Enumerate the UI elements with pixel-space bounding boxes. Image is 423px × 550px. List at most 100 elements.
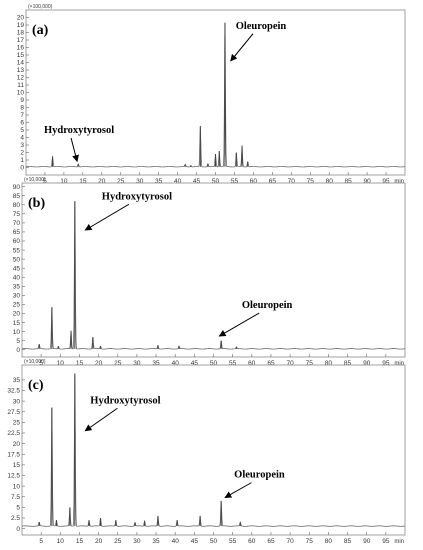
x-tick-label: 25 <box>114 360 122 367</box>
y-tick-label: 15 <box>13 320 21 327</box>
x-tick-label: 5 <box>39 360 43 367</box>
y-tick-label: 12.5 <box>7 473 20 480</box>
y-tick-label: 6 <box>20 120 24 127</box>
y-tick-label: 2.5 <box>11 515 20 522</box>
x-tick-label: 40 <box>172 360 180 367</box>
x-tick-label: 60 <box>248 538 256 545</box>
x-unit-label: min <box>394 361 404 367</box>
x-tick-label: 10 <box>60 178 68 185</box>
y-tick-label: 2 <box>20 150 24 157</box>
y-tick-label: 20 <box>13 441 21 448</box>
y-tick-label: 30 <box>13 293 21 300</box>
y-tick-label: 1 <box>20 157 24 164</box>
annotation-arrow <box>224 482 252 499</box>
y-tick-label: 35 <box>13 284 21 291</box>
peak-annotation-label: Oleuropein <box>236 21 287 32</box>
chart-panel-2: 0 5 10 15 20 25 30 35 40 45 50 55 60 65 70 75 80 85 90 5 10 1… <box>13 177 406 367</box>
y-tick-label: 22.5 <box>7 430 20 437</box>
x-unit-label: min <box>394 179 404 185</box>
y-tick-label: 5 <box>16 338 20 345</box>
y-tick-label: 10 <box>13 483 21 490</box>
x-tick-label: 80 <box>325 538 333 545</box>
y-tick-label: 85 <box>13 193 21 200</box>
x-tick-label: 35 <box>152 360 160 367</box>
y-tick-label: 14 <box>17 60 25 67</box>
plot-frame <box>25 9 406 176</box>
peak-annotation-label: Oleuropein <box>234 470 285 481</box>
y-tick-label: 40 <box>13 274 21 281</box>
y-tick-label: 5 <box>20 127 24 134</box>
panel-label: (a) <box>32 23 49 38</box>
y-tick-label: 0 <box>16 347 20 354</box>
x-tick-label: 60 <box>250 178 258 185</box>
plot-frame <box>21 364 406 536</box>
x-tick-label: 50 <box>212 178 220 185</box>
x-tick-label: 30 <box>136 178 144 185</box>
x-tick-label: 15 <box>76 360 84 367</box>
y-tick-label: 7.5 <box>11 494 20 501</box>
x-tick-label: 45 <box>191 360 199 367</box>
y-tick-label: 18 <box>17 30 25 37</box>
y-tick-label: 25 <box>13 420 21 427</box>
y-tick-label: 10 <box>17 90 25 97</box>
x-tick-label: 5 <box>39 538 43 545</box>
y-tick-label: 17 <box>17 37 25 44</box>
x-tick-label: 35 <box>152 538 160 545</box>
x-tick-label: 80 <box>325 360 333 367</box>
y-tick-label: 4 <box>20 135 24 142</box>
chromatogram-trace <box>25 35 406 168</box>
y-tick-label: 19 <box>17 22 25 29</box>
x-tick-label: 75 <box>307 178 315 185</box>
panel-label: (b) <box>28 196 45 211</box>
x-tick-label: 85 <box>345 178 353 185</box>
chart-panel-3: 0 2.5 5 7.5 10 12.5 15 17.5 20 22.5 25 27.5 30 32.5 35… <box>7 359 406 545</box>
x-tick-label: 20 <box>95 538 103 545</box>
y-tick-label: 60 <box>13 238 21 245</box>
x-tick-label: 50 <box>210 538 218 545</box>
x-tick-label: 90 <box>363 178 371 185</box>
x-tick-label: 55 <box>229 538 237 545</box>
y-tick-label: 13 <box>17 67 25 74</box>
x-tick-label: 20 <box>98 178 106 185</box>
y-tick-label: 8 <box>20 105 24 112</box>
x-tick-label: 90 <box>363 538 371 545</box>
annotation-arrow <box>218 312 260 337</box>
y-tick-label: 0 <box>20 165 24 172</box>
x-tick-label: 70 <box>286 360 294 367</box>
x-tick-label: 70 <box>286 538 294 545</box>
x-tick-label: 15 <box>76 538 84 545</box>
x-tick-label: 65 <box>267 538 275 545</box>
y-tick-label: 32.5 <box>7 388 20 395</box>
chromatogram-trace <box>21 376 406 527</box>
x-tick-label: 55 <box>231 178 239 185</box>
annotation-arrow <box>84 407 118 432</box>
y-tick-label: 12 <box>17 75 25 82</box>
x-tick-label: 35 <box>155 178 163 185</box>
chromatogram-trace <box>21 203 406 350</box>
panel-label: (c) <box>28 378 44 393</box>
x-tick-label: 5 <box>43 178 47 185</box>
y-tick-label: 55 <box>13 247 21 254</box>
y-tick-label: 10 <box>13 329 21 336</box>
peak-annotation-label: Hydroxytyrosol <box>90 395 160 406</box>
y-tick-label: 20 <box>17 15 25 22</box>
y-tick-label: 70 <box>13 220 21 227</box>
y-tick-label: 7 <box>20 112 24 119</box>
x-tick-label: 10 <box>57 538 65 545</box>
y-tick-label: 45 <box>13 265 21 272</box>
y-tick-label: 80 <box>13 202 21 209</box>
y-tick-label: 15 <box>13 462 21 469</box>
y-tick-label: 15 <box>17 52 25 59</box>
y-tick-label: 0 <box>16 526 20 533</box>
y-tick-label: 75 <box>13 211 21 218</box>
x-tick-label: 15 <box>79 178 87 185</box>
y-tick-label: 50 <box>13 256 21 263</box>
x-tick-label: 50 <box>210 360 218 367</box>
y-tick-label: 20 <box>13 311 21 318</box>
x-unit-label: min <box>394 539 404 545</box>
x-tick-label: 85 <box>344 538 352 545</box>
peak-annotation-label: Hydroxytyrosol <box>102 191 172 202</box>
x-tick-label: 95 <box>382 360 390 367</box>
